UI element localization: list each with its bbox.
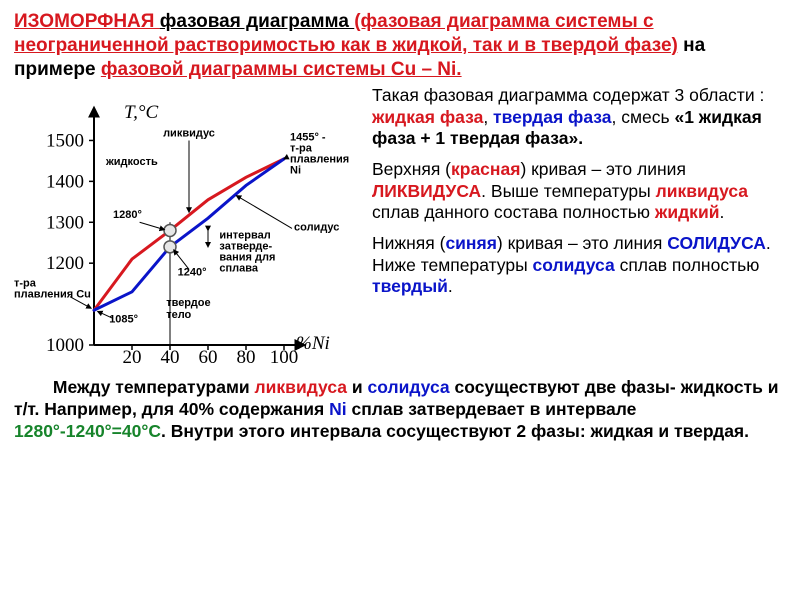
svg-text:твердое: твердое bbox=[166, 297, 210, 309]
svg-text:1300: 1300 bbox=[46, 213, 84, 234]
phase-diagram-chart: 1000 1200 1300 1400 1500 20 40 60 80 100 T,°C %Ni ли… bbox=[14, 85, 364, 375]
svg-text:T,°C: T,°C bbox=[124, 102, 159, 123]
svg-text:1200: 1200 bbox=[46, 253, 84, 274]
svg-text:1085°: 1085° bbox=[109, 314, 138, 326]
svg-text:ликвидус: ликвидус bbox=[163, 128, 215, 140]
svg-text:солидус: солидус bbox=[294, 222, 339, 234]
svg-text:1400: 1400 bbox=[46, 172, 84, 193]
title-p5: фазовой диаграммы системы bbox=[101, 59, 391, 80]
description-para-2: Верхняя (красная) кривая – это линия ЛИК… bbox=[372, 159, 786, 223]
svg-text:Ni: Ni bbox=[290, 165, 301, 177]
svg-text:80: 80 bbox=[237, 347, 256, 368]
svg-text:40: 40 bbox=[161, 347, 180, 368]
svg-text:плавления Cu: плавления Cu bbox=[14, 289, 91, 301]
page-title: ИЗОМОРФНАЯ фазовая диаграмма (фазовая ди… bbox=[14, 10, 786, 81]
svg-text:60: 60 bbox=[199, 347, 218, 368]
svg-text:1500: 1500 bbox=[46, 131, 84, 152]
title-p6: Cu – Ni. bbox=[391, 59, 462, 80]
title-word-isomorphic: ИЗОМОРФНАЯ bbox=[14, 11, 160, 32]
svg-text:20: 20 bbox=[123, 347, 142, 368]
svg-text:тело: тело bbox=[166, 309, 191, 321]
svg-text:сплава: сплава bbox=[219, 263, 258, 275]
title-p2: фазовая диаграмма bbox=[160, 11, 354, 32]
svg-text:1000: 1000 bbox=[46, 335, 84, 356]
bottom-paragraph: Между температурами ликвидуса и солидуса… bbox=[14, 377, 786, 442]
svg-text:1280°: 1280° bbox=[113, 209, 142, 221]
svg-text:жидкость: жидкость bbox=[105, 156, 158, 168]
svg-text:1240°: 1240° bbox=[178, 267, 207, 279]
svg-text:100: 100 bbox=[270, 347, 299, 368]
svg-text:%Ni: %Ni bbox=[296, 333, 330, 354]
description-para-1: Такая фазовая диаграмма содержат 3 облас… bbox=[372, 85, 786, 149]
description-para-3: Нижняя (синяя) кривая – это линия СОЛИДУ… bbox=[372, 233, 786, 297]
description-column: Такая фазовая диаграмма содержат 3 облас… bbox=[372, 85, 786, 375]
